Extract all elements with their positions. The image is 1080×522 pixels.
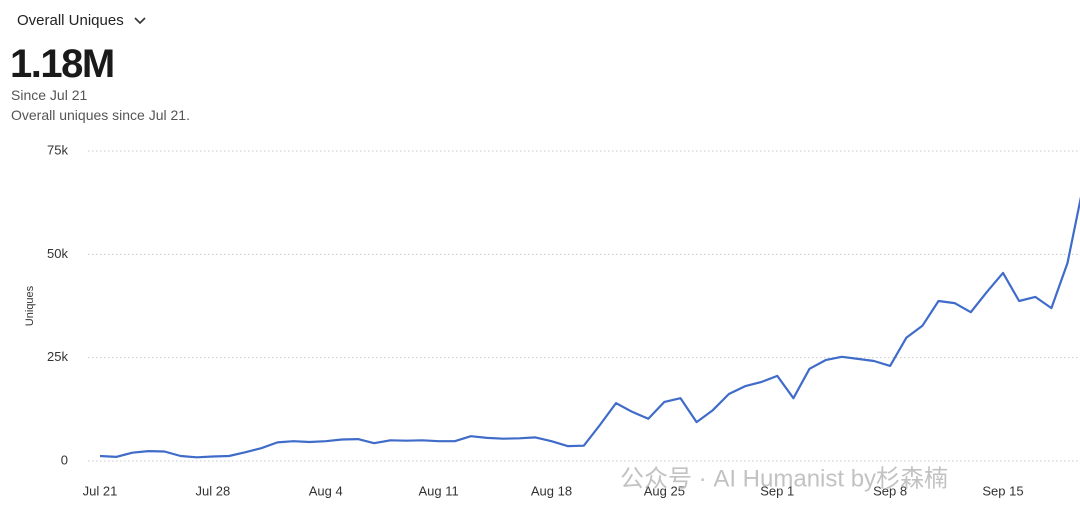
x-tick-label: Jul 21 [83,483,118,498]
x-tick-label: Aug 11 [419,483,459,498]
metric-value: 1.18M [10,42,115,86]
y-tick-label: 25k [47,349,68,364]
y-axis-label: Uniques [24,285,36,326]
x-tick-label: Aug 18 [531,483,572,498]
x-tick-label: Aug 25 [644,483,685,498]
data-line [99,196,1080,459]
metric-selector[interactable]: Overall Uniques [17,12,146,29]
x-tick-label: Aug 4 [309,483,343,498]
metric-since: Since Jul 21 [11,87,88,103]
y-tick-label: 0 [61,452,68,467]
y-tick-label: 75k [47,142,68,157]
x-tick-label: Sep 15 [982,483,1023,498]
x-tick-label: Sep 1 [760,483,794,498]
watermark: 公众号 · AI Humanist by杉森楠 [620,465,948,492]
metric-description: Overall uniques since Jul 21. [11,107,190,123]
x-tick-label: Jul 28 [196,483,231,498]
x-tick-label: Sep 8 [873,483,907,498]
y-tick-label: 50k [47,246,68,261]
selector-label: Overall Uniques [17,12,124,29]
chevron [134,16,146,24]
